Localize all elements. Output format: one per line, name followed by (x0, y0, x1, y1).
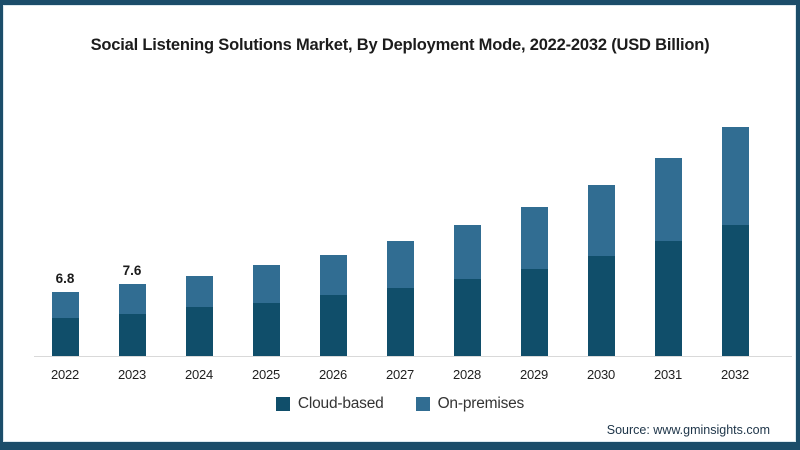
segment-cloud-based (453, 278, 481, 357)
x-axis-label-2025: 2025 (251, 367, 281, 382)
legend-label-on-premises: On-premises (437, 395, 525, 412)
segment-cloud-based (386, 288, 414, 357)
legend-item-cloud-based: Cloud-based (275, 395, 384, 413)
segment-on-premises (520, 207, 548, 270)
segment-cloud-based (587, 255, 615, 357)
x-axis-label-2031: 2031 (653, 367, 683, 382)
x-axis-label-2030: 2030 (586, 367, 616, 382)
segment-on-premises (118, 284, 146, 315)
value-label-2023: 7.6 (122, 263, 142, 279)
segment-on-premises (319, 254, 347, 295)
x-axis-label-2027: 2027 (385, 367, 415, 382)
segment-on-premises (252, 265, 280, 303)
segment-cloud-based (118, 314, 146, 357)
segment-cloud-based (721, 225, 749, 357)
segment-cloud-based (252, 302, 280, 357)
bar-2025 (252, 265, 280, 357)
x-axis-label-2032: 2032 (720, 367, 750, 382)
segment-cloud-based (520, 269, 548, 357)
segment-cloud-based (185, 307, 213, 357)
segment-on-premises (453, 225, 481, 279)
segment-on-premises (721, 126, 749, 226)
segment-on-premises (587, 185, 615, 256)
bar-2032 (721, 126, 749, 357)
legend-label-cloud-based: Cloud-based (297, 395, 384, 412)
x-axis-line (34, 356, 792, 357)
bar-2023 (118, 284, 146, 357)
bar-2022 (51, 292, 79, 357)
value-label-2022: 6.8 (55, 271, 75, 287)
x-axis-label-2022: 2022 (50, 367, 80, 382)
bar-2028 (453, 225, 481, 357)
cloud-based-swatch-icon (275, 397, 290, 411)
bar-2026 (319, 254, 347, 357)
x-axis-label-2028: 2028 (452, 367, 482, 382)
segment-cloud-based (51, 317, 79, 357)
segment-cloud-based (654, 240, 682, 357)
bar-2027 (386, 241, 414, 357)
plot-area (51, 126, 749, 357)
bar-2031 (654, 158, 682, 357)
source-attribution: Source: www.gminsights.com (606, 423, 770, 437)
bar-2024 (185, 275, 213, 357)
legend-item-on-premises: On-premises (415, 395, 525, 413)
bar-2030 (587, 185, 615, 357)
on-premises-swatch-icon (415, 397, 430, 411)
segment-on-premises (386, 241, 414, 289)
segment-on-premises (51, 292, 79, 318)
x-axis-label-2026: 2026 (318, 367, 348, 382)
segment-on-premises (185, 275, 213, 308)
segment-cloud-based (319, 294, 347, 357)
x-axis-label-2024: 2024 (184, 367, 214, 382)
bar-2029 (520, 207, 548, 357)
x-axis-label-2029: 2029 (519, 367, 549, 382)
x-axis-label-2023: 2023 (117, 367, 147, 382)
chart-title: Social Listening Solutions Market, By De… (90, 36, 710, 54)
segment-on-premises (654, 158, 682, 241)
chart-legend: Cloud-based On-premises (0, 395, 800, 413)
